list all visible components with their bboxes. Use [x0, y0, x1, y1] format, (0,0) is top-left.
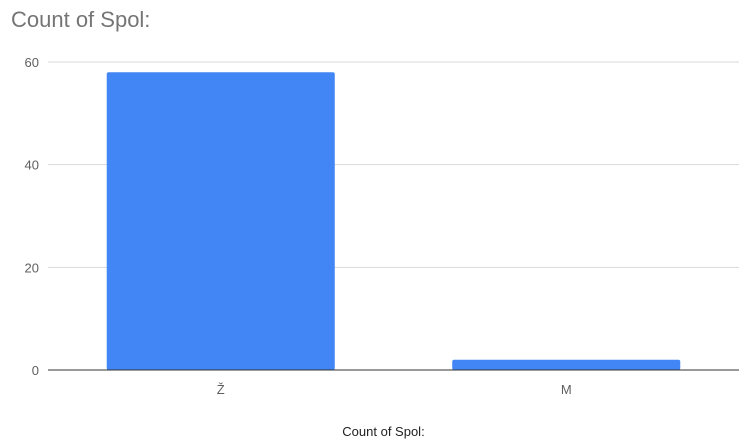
- y-tick-label: 40: [25, 158, 39, 173]
- bar-2[interactable]: [452, 359, 681, 370]
- x-axis-label: Count of Spol:: [342, 424, 424, 439]
- x-tick-label: M: [561, 382, 572, 397]
- y-tick-label: 0: [32, 363, 39, 378]
- bar-1[interactable]: [106, 72, 335, 371]
- bars: [106, 72, 681, 371]
- chart-title: Count of Spol:: [11, 7, 151, 32]
- y-tick-label: 20: [25, 260, 39, 275]
- y-axis-ticks: 0 20 40 60: [25, 55, 39, 378]
- y-tick-label: 60: [25, 55, 39, 70]
- x-tick-label: Ž: [217, 382, 225, 397]
